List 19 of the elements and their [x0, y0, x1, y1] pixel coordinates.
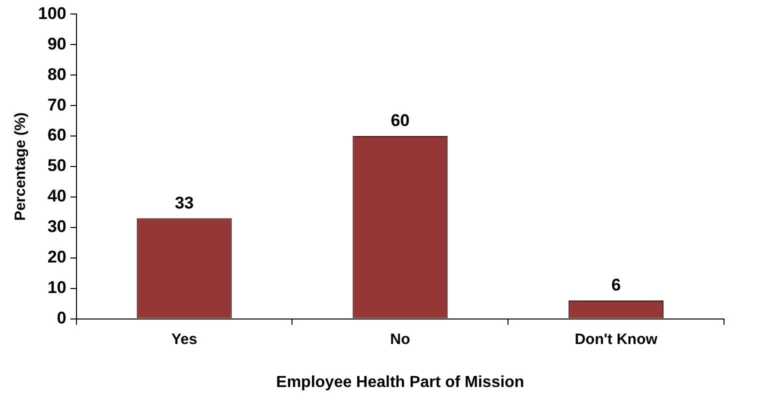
y-tick-label: 60	[47, 126, 66, 145]
y-tick-label: 20	[47, 248, 66, 267]
y-tick-label: 50	[47, 156, 66, 176]
y-tick-label: 70	[47, 95, 66, 114]
data-label: 6	[611, 276, 621, 295]
y-tick-label: 0	[56, 308, 66, 328]
y-tick-label: 10	[47, 278, 66, 298]
y-tick-label: 30	[47, 217, 66, 236]
x-axis-title: Employee Health Part of Mission	[276, 374, 524, 391]
x-tick-label: Yes	[171, 330, 198, 348]
y-tick-label: 80	[47, 64, 66, 84]
y-tick-label: 100	[38, 4, 66, 23]
y-axis-title: Percentage (%)	[12, 112, 30, 221]
x-tick-label: Don't Know	[574, 330, 658, 348]
x-tick-label: No	[390, 330, 410, 348]
y-tick-label: 40	[47, 186, 66, 206]
data-label: 60	[390, 111, 410, 130]
y-tick-label: 90	[47, 34, 66, 54]
data-label: 33	[174, 193, 194, 212]
